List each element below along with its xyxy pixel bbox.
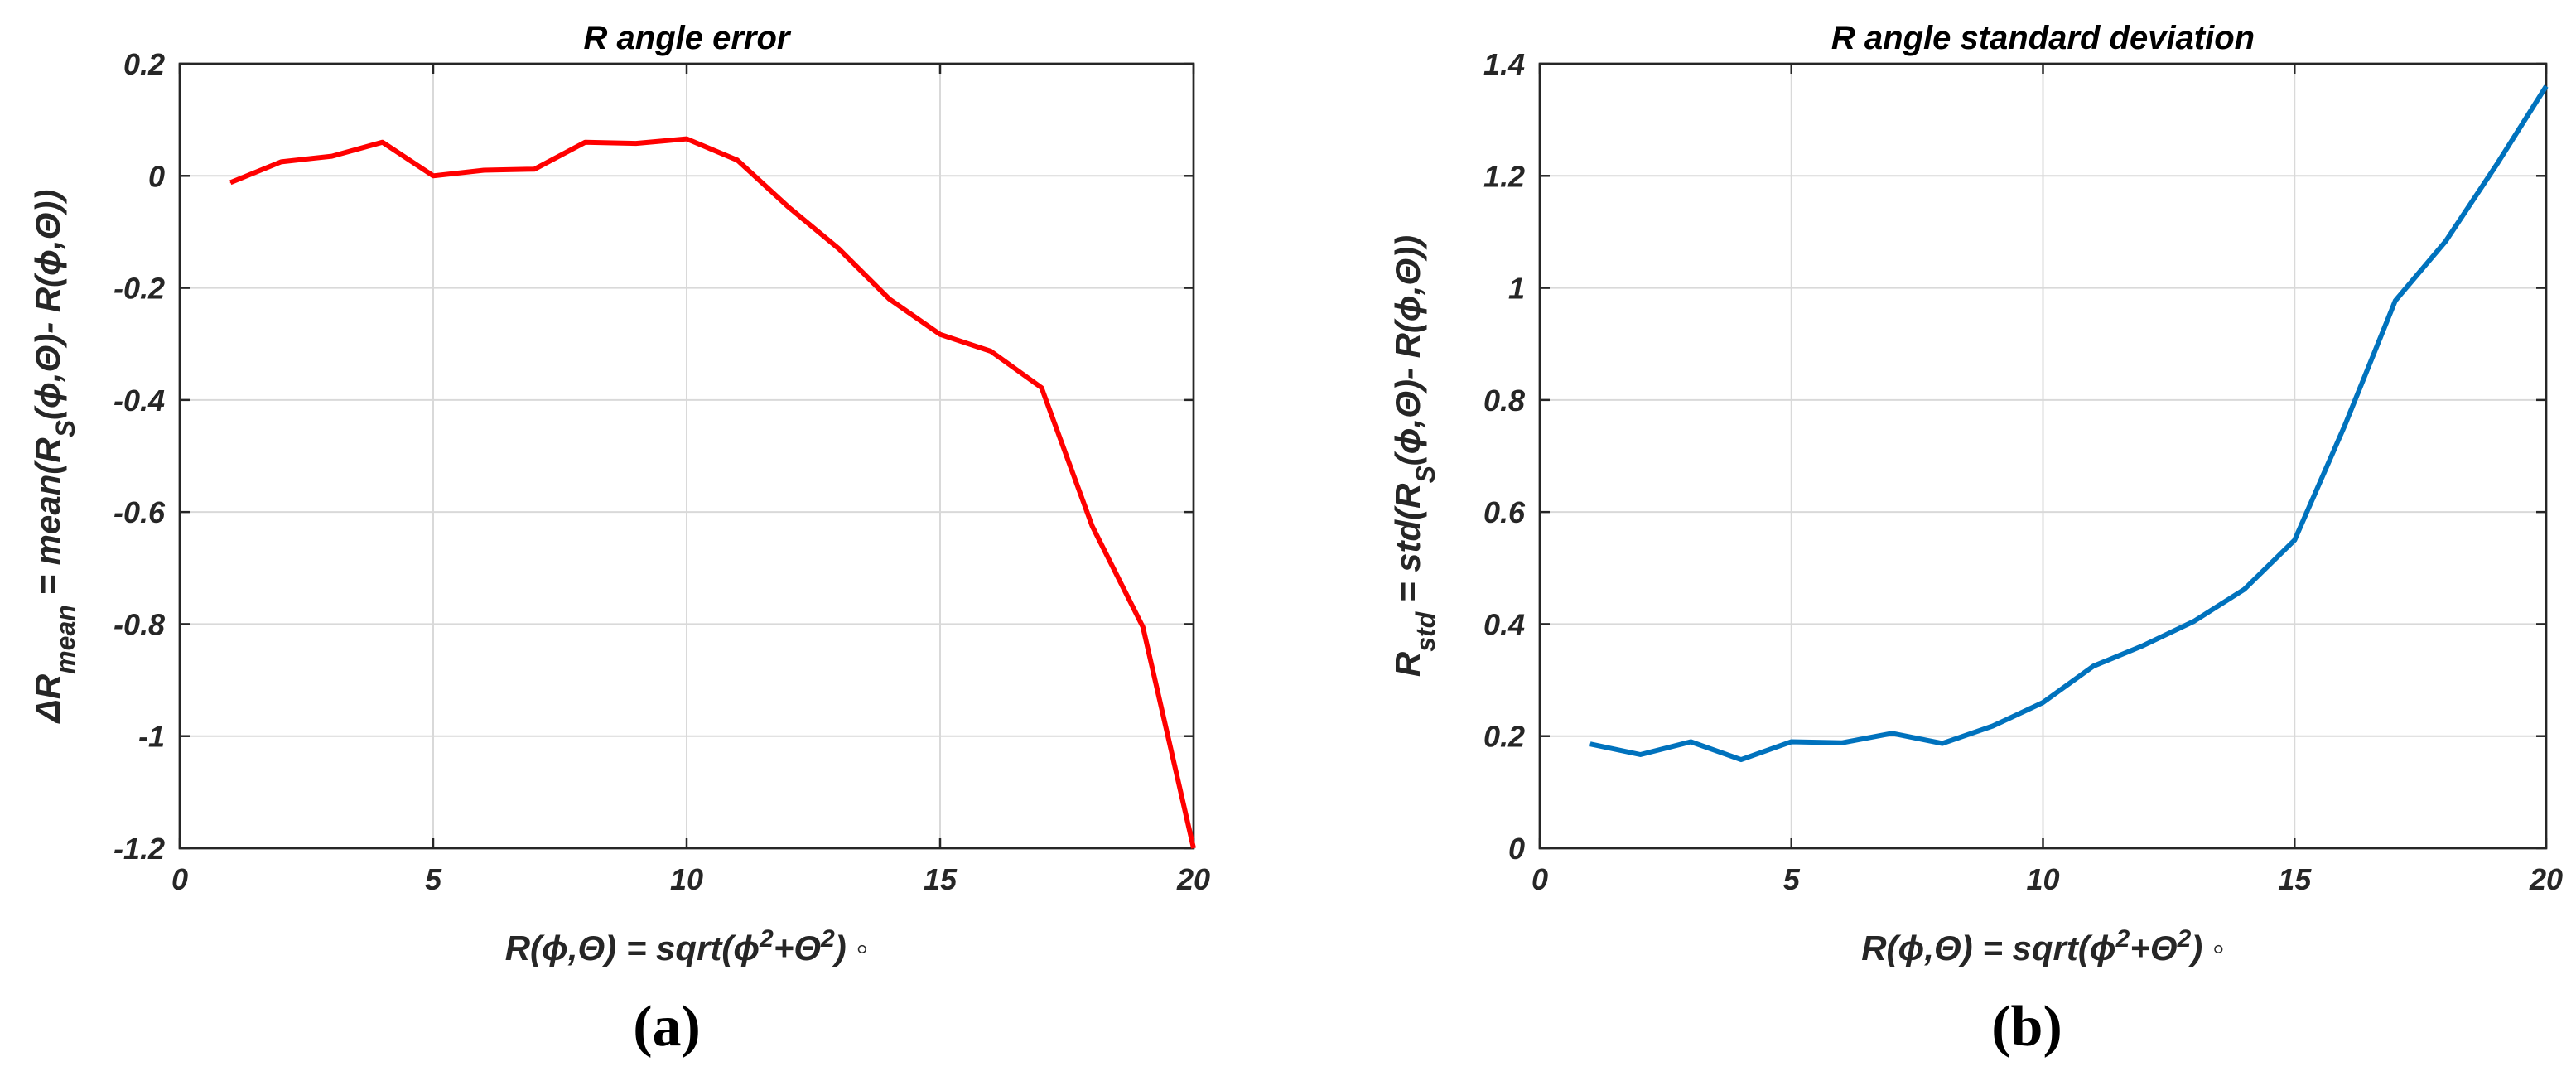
series-line <box>229 136 1196 849</box>
y-tick-label: 0.2 <box>123 47 165 81</box>
data-point <box>787 205 789 207</box>
series-line <box>1589 84 2549 763</box>
data-point <box>1142 626 1144 628</box>
y-tick-label: 0 <box>148 159 165 193</box>
x-tick-label: 5 <box>425 862 442 896</box>
x-tick-label: 20 <box>1176 862 1210 896</box>
data-point <box>331 156 333 157</box>
y-tick-label: 0.6 <box>1483 495 1526 529</box>
y-tick-label: 1.4 <box>1483 47 1525 81</box>
y-tick-label: -1.2 <box>113 832 165 866</box>
data-point <box>2294 539 2295 541</box>
y-tick-label: 1 <box>1508 272 1525 306</box>
y-tick-label: 0 <box>1508 832 1525 866</box>
y-tick-label: 0.4 <box>1483 607 1525 641</box>
data-point <box>1040 387 1042 388</box>
x-tick-label: 10 <box>2026 862 2059 896</box>
y-tick-label: -1 <box>138 720 165 754</box>
data-point <box>2244 588 2245 590</box>
y-axis-label: ΔRmean = mean(RS(ϕ,Θ)- R(ϕ,Θ)) <box>28 190 80 725</box>
chart-panel-a: 0 5 10 15 20 -1.2 -1 -0.8 -0.6 -0.4 -0.2 0 0.2 R angl… <box>28 20 1210 1059</box>
x-tick-label: 20 <box>2529 862 2563 896</box>
data-point <box>1841 742 1842 744</box>
data-point <box>736 159 738 161</box>
data-point <box>2193 620 2195 622</box>
data-point <box>229 181 231 183</box>
y-tick-label: 0.8 <box>1483 384 1525 417</box>
y-axis-label: Rstd = std(RS(ϕ,Θ)- R(ϕ,Θ)) <box>1388 235 1440 677</box>
x-tick-label: 15 <box>2278 862 2312 896</box>
data-point <box>1589 743 1591 745</box>
data-point <box>2092 665 2094 667</box>
chart-title: R angle error <box>584 20 792 56</box>
data-point <box>2445 240 2446 242</box>
data-point <box>939 334 941 335</box>
data-point <box>635 142 637 144</box>
panel-label: (b) <box>1991 995 2062 1059</box>
data-point <box>889 298 890 300</box>
x-tick-label: 0 <box>1532 862 1548 896</box>
data-point <box>1092 525 1093 527</box>
data-point <box>483 170 485 171</box>
data-point <box>1891 732 1893 734</box>
data-point <box>533 168 535 170</box>
x-tick-label: 15 <box>924 862 958 896</box>
panel-label: (a) <box>633 995 701 1059</box>
y-tick-label: 0.2 <box>1483 720 1525 754</box>
chart-title: R angle standard deviation <box>1831 20 2255 56</box>
x-tick-label: 10 <box>670 862 703 896</box>
x-tick-label: 0 <box>171 862 188 896</box>
x-tick-label: 5 <box>1783 862 1801 896</box>
data-point <box>838 248 840 249</box>
y-tick-label: -0.2 <box>113 272 165 306</box>
x-axis-label: R(ϕ,Θ) = sqrt(ϕ2+Θ2) ◦ <box>505 925 869 968</box>
y-tick-label: -0.4 <box>113 384 165 417</box>
data-point <box>1942 743 1943 745</box>
x-axis-label: R(ϕ,Θ) = sqrt(ϕ2+Θ2) ◦ <box>1861 925 2225 968</box>
y-tick-label: -0.8 <box>113 607 165 641</box>
data-point <box>2545 85 2547 87</box>
y-tick-label: 1.2 <box>1483 159 1525 193</box>
data-point <box>2344 424 2346 426</box>
chart-panel-b: 0 5 10 15 20 0 0.2 0.4 0.6 0.8 1 1.2 1.4 R angle stan… <box>1388 20 2563 1059</box>
y-tick-label: -0.6 <box>113 495 166 529</box>
data-point <box>1791 741 1792 742</box>
